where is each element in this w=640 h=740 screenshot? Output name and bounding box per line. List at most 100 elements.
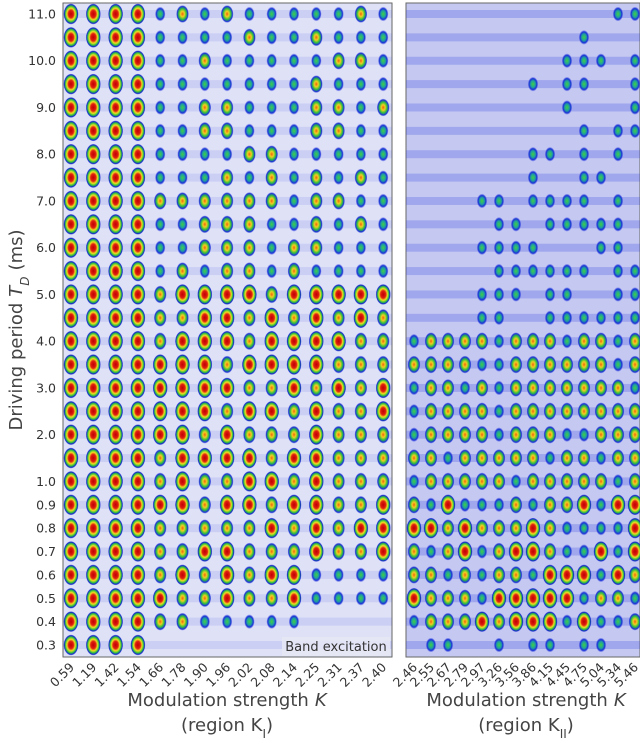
cloud [198,472,212,491]
cloud [108,564,124,586]
cloud [375,494,391,516]
cloud [509,425,523,444]
cloud [265,589,279,608]
cloud [286,330,302,352]
cloud [492,519,506,538]
cloud [377,193,389,209]
cloud [578,427,590,443]
cloud [108,3,124,25]
cloud [458,355,472,374]
cloud [355,100,367,115]
cloud [612,333,624,349]
cloud [629,100,640,115]
cloud [476,357,488,372]
cloud [459,497,471,513]
cloud [492,472,506,491]
cloud [63,564,79,586]
region-text: (region K [181,715,264,736]
cloud [198,238,212,257]
cloud [63,541,79,563]
cloud [354,5,368,23]
cloud [594,425,608,444]
cloud [175,447,190,469]
cloud [266,53,277,69]
cloud [130,400,146,422]
x-axis-label: Modulation strength K [127,690,327,711]
streak [406,313,640,322]
cloud [611,402,625,421]
cloud [108,283,124,305]
cloud [595,497,607,513]
cloud [544,193,556,209]
cloud [176,308,189,327]
cloud [130,283,146,305]
cloud [266,100,277,115]
cloud [458,612,472,631]
y-tick-label: 0.8 [36,521,56,536]
cloud [331,283,347,305]
cloud [63,213,79,235]
cloud [510,240,522,256]
cloud [63,611,79,633]
cloud [376,449,390,467]
cloud [108,307,124,329]
cloud [612,216,624,232]
cloud [332,308,345,327]
cloud [355,590,367,606]
y-tick-label: 0.6 [36,567,56,582]
cloud [509,332,523,351]
cloud [108,517,124,539]
cloud [629,380,640,396]
cloud [243,542,256,561]
cloud [441,542,455,561]
cloud [286,564,302,586]
cloud [198,215,212,234]
streak [406,56,640,65]
cloud [459,380,471,396]
cloud [475,332,489,351]
cloud [221,30,233,45]
cloud [197,354,213,376]
cloud [542,611,558,633]
cloud [220,121,234,140]
cloud [108,167,124,189]
cloud [376,472,390,491]
cloud [561,310,573,326]
cloud [354,51,368,70]
cloud [510,216,522,232]
cloud [332,51,345,70]
cloud [407,565,421,584]
cloud [130,354,146,376]
y-tick-label: 10.0 [28,53,56,68]
cloud [355,567,367,583]
cloud [375,283,391,305]
cloud [424,565,438,584]
cloud [85,354,101,376]
cloud [493,637,505,653]
cloud [265,495,279,514]
cloud [286,283,302,305]
cloud [595,240,607,256]
cloud [85,213,101,235]
cloud [153,472,167,491]
cloud [332,121,345,140]
y-tick-label: 3.0 [36,380,56,395]
cloud [543,402,557,421]
cloud [287,262,301,280]
cloud [154,263,166,279]
cloud [309,98,323,117]
cloud [287,472,301,491]
cloud [85,517,101,539]
cloud [220,98,234,117]
cloud [85,283,101,305]
cloud [265,449,279,467]
cloud [175,564,190,586]
cloud [354,472,368,491]
region-text: (region K [478,715,561,736]
cloud [578,216,590,232]
cloud [527,240,539,256]
cloud [221,146,233,162]
cloud [527,567,539,583]
cloud [594,472,608,491]
cloud [578,590,590,606]
